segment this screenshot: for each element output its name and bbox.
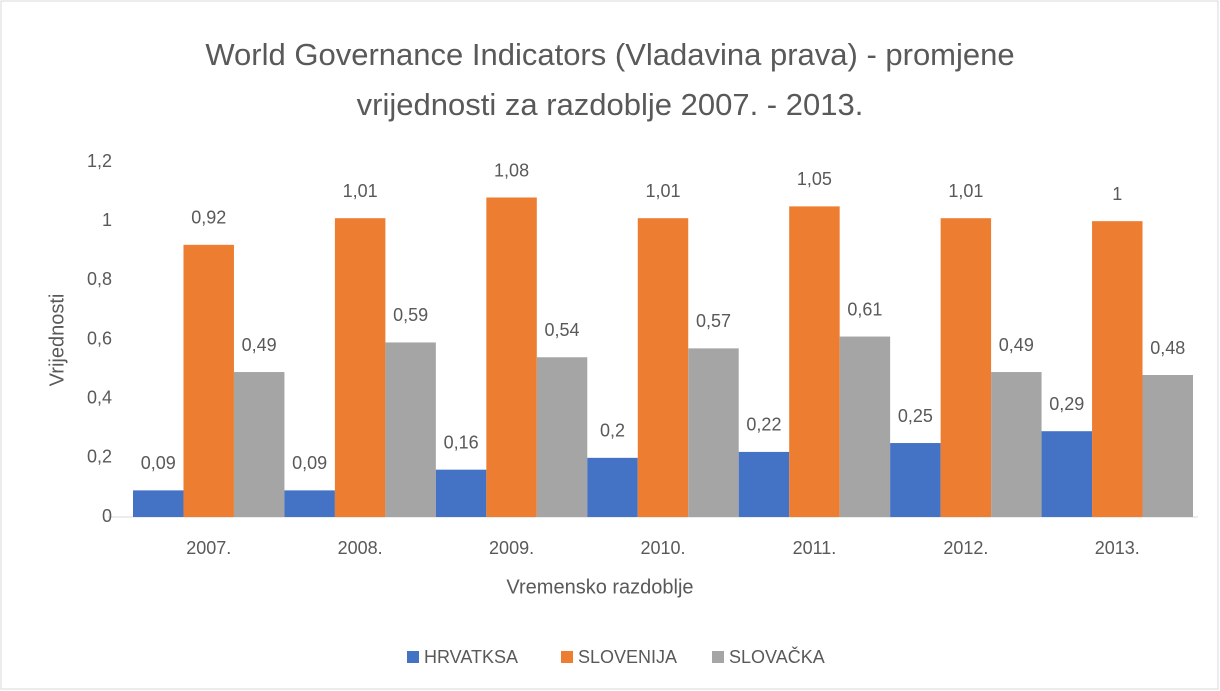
bar xyxy=(940,218,992,518)
chart-title: World Governance Indicators (Vladavina p… xyxy=(205,37,1015,122)
y-tick-label: 1,2 xyxy=(87,151,112,171)
x-tick-label: 2008. xyxy=(338,538,383,558)
data-label: 0,48 xyxy=(1150,338,1185,358)
bar xyxy=(284,490,335,517)
bar xyxy=(587,457,638,517)
y-tick-label: 0,4 xyxy=(87,387,112,407)
data-label: 0,49 xyxy=(999,335,1034,355)
data-label: 0,49 xyxy=(242,335,277,355)
bar xyxy=(486,197,537,517)
x-tick-label: 2012. xyxy=(943,538,988,558)
bar xyxy=(637,218,689,518)
data-label: 0,22 xyxy=(746,415,781,435)
legend-label: HRVATKSA xyxy=(424,647,518,667)
data-label: 0,25 xyxy=(898,406,933,426)
bar xyxy=(183,244,234,518)
data-label: 0,09 xyxy=(141,453,176,473)
data-label: 1,08 xyxy=(494,160,529,180)
x-tick-label: 2009. xyxy=(489,538,534,558)
bar xyxy=(1041,431,1093,517)
data-label: 0,92 xyxy=(191,208,226,228)
data-label: 0,61 xyxy=(847,299,882,319)
bar xyxy=(738,451,790,517)
data-label: 0,16 xyxy=(444,432,479,452)
x-tick-label: 2007. xyxy=(186,538,231,558)
data-label: 0,54 xyxy=(545,320,580,340)
y-tick-label: 1 xyxy=(102,210,112,230)
bar xyxy=(789,206,840,517)
bar xyxy=(133,490,184,517)
bar xyxy=(890,443,941,517)
data-label: 1,01 xyxy=(645,181,680,201)
data-label: 0,29 xyxy=(1049,394,1084,414)
bar xyxy=(536,357,588,517)
data-label: 0,09 xyxy=(292,453,327,473)
data-label: 1 xyxy=(1112,184,1122,204)
data-label: 1,01 xyxy=(948,181,983,201)
legend-swatch xyxy=(561,651,573,663)
y-tick-label: 0 xyxy=(102,506,112,526)
y-axis-title: Vrijednosti xyxy=(46,294,68,387)
data-label: 0,59 xyxy=(393,305,428,325)
bar xyxy=(334,218,386,518)
bar xyxy=(1092,221,1143,517)
legend-label: SLOVENIJA xyxy=(578,647,677,667)
y-tick-label: 0,6 xyxy=(87,328,112,348)
x-tick-label: 2011. xyxy=(793,538,837,558)
legend-swatch xyxy=(712,651,724,663)
data-label: 1,01 xyxy=(343,181,378,201)
data-label: 0,2 xyxy=(600,421,625,441)
bar xyxy=(991,372,1042,517)
x-tick-label: 2010. xyxy=(640,538,685,558)
data-label: 1,05 xyxy=(797,169,832,189)
legend-swatch xyxy=(407,651,419,663)
x-tick-label: 2013. xyxy=(1095,538,1140,558)
bar xyxy=(688,348,739,517)
data-label: 0,57 xyxy=(696,311,731,331)
y-tick-label: 0,8 xyxy=(87,269,112,289)
x-axis-title: Vremensko razdoblje xyxy=(506,576,693,598)
bar xyxy=(435,469,487,517)
bar xyxy=(1142,375,1193,517)
bar xyxy=(385,342,436,517)
bar xyxy=(233,372,285,517)
bar xyxy=(839,336,891,517)
y-tick-label: 0,2 xyxy=(87,447,112,467)
legend-label: SLOVAČKA xyxy=(729,646,825,667)
